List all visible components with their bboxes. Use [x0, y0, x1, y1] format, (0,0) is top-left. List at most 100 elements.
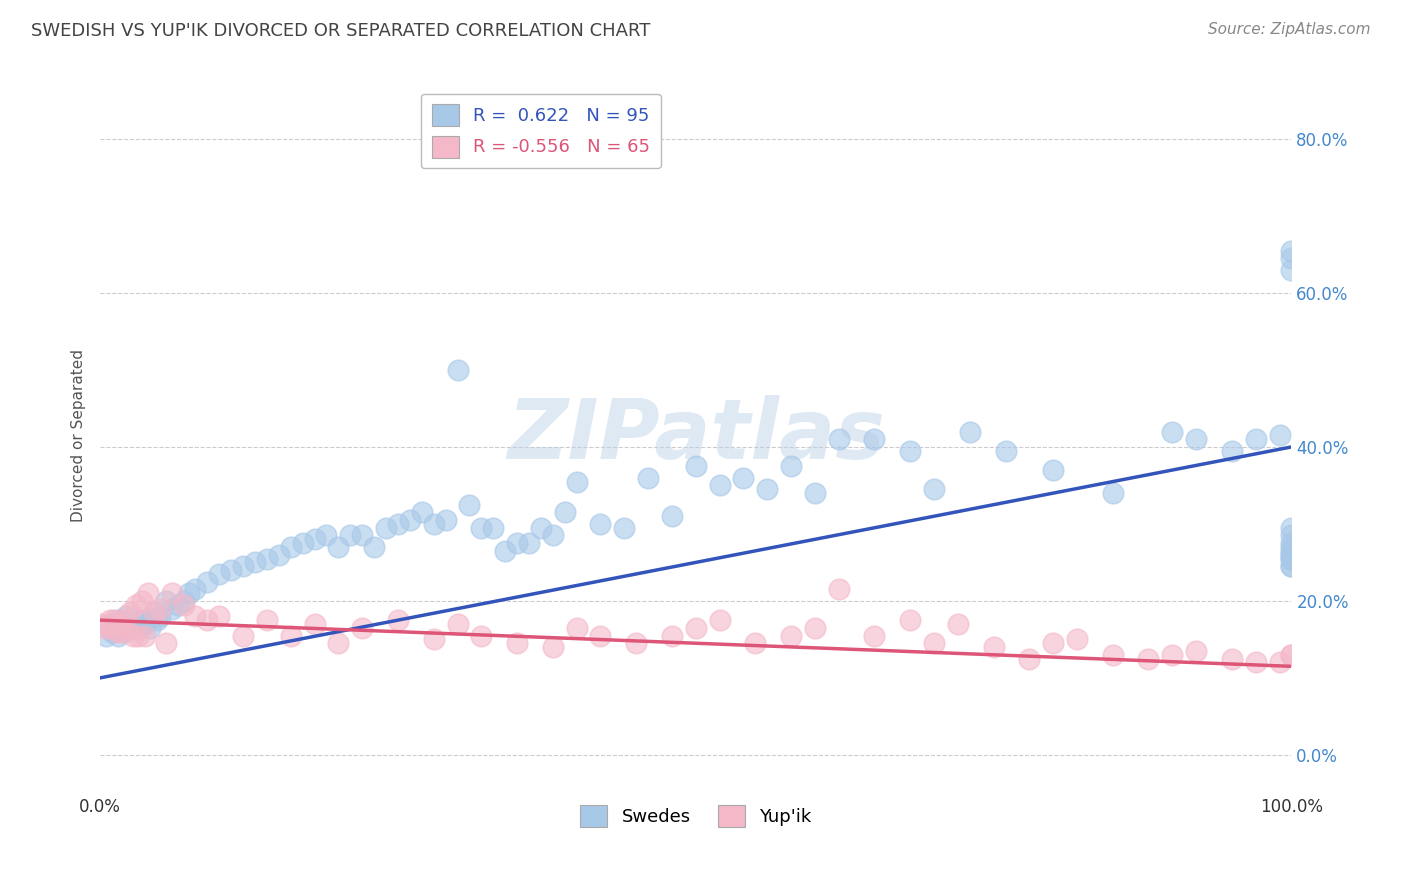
- Point: [422, 632, 444, 647]
- Point: [115, 609, 138, 624]
- Text: SWEDISH VS YUP'IK DIVORCED OR SEPARATED CORRELATION CHART: SWEDISH VS YUP'IK DIVORCED OR SEPARATED …: [31, 22, 651, 40]
- Point: [195, 613, 218, 627]
- Point: [387, 613, 409, 627]
- Point: [422, 516, 444, 531]
- Point: [530, 521, 553, 535]
- Point: [1185, 432, 1208, 446]
- Point: [363, 540, 385, 554]
- Point: [780, 459, 803, 474]
- Point: [506, 636, 529, 650]
- Point: [131, 594, 153, 608]
- Legend: Swedes, Yup'ik: Swedes, Yup'ik: [572, 798, 818, 834]
- Point: [173, 594, 195, 608]
- Point: [1042, 636, 1064, 650]
- Point: [685, 621, 707, 635]
- Point: [131, 613, 153, 627]
- Point: [256, 613, 278, 627]
- Point: [1281, 244, 1303, 258]
- Point: [160, 586, 183, 600]
- Point: [637, 471, 659, 485]
- Point: [506, 536, 529, 550]
- Point: [613, 521, 636, 535]
- Point: [149, 601, 172, 615]
- Point: [983, 640, 1005, 654]
- Point: [160, 601, 183, 615]
- Point: [482, 521, 505, 535]
- Point: [541, 528, 564, 542]
- Point: [828, 582, 851, 597]
- Point: [352, 528, 374, 542]
- Point: [780, 628, 803, 642]
- Point: [1268, 656, 1291, 670]
- Point: [756, 483, 779, 497]
- Point: [256, 551, 278, 566]
- Point: [115, 621, 138, 635]
- Point: [110, 624, 132, 639]
- Point: [661, 509, 683, 524]
- Point: [232, 559, 254, 574]
- Point: [1161, 648, 1184, 662]
- Point: [134, 617, 156, 632]
- Point: [589, 628, 612, 642]
- Point: [1244, 656, 1267, 670]
- Point: [1281, 536, 1303, 550]
- Point: [208, 609, 231, 624]
- Point: [98, 621, 121, 635]
- Point: [142, 606, 165, 620]
- Point: [1281, 540, 1303, 554]
- Point: [1101, 486, 1123, 500]
- Point: [101, 621, 124, 635]
- Point: [136, 586, 159, 600]
- Point: [661, 628, 683, 642]
- Point: [1137, 651, 1160, 665]
- Point: [709, 613, 731, 627]
- Point: [173, 598, 195, 612]
- Point: [744, 636, 766, 650]
- Point: [166, 598, 188, 612]
- Point: [898, 443, 921, 458]
- Point: [184, 609, 207, 624]
- Point: [554, 505, 576, 519]
- Point: [994, 443, 1017, 458]
- Point: [828, 432, 851, 446]
- Point: [93, 621, 115, 635]
- Point: [127, 621, 149, 635]
- Point: [946, 617, 969, 632]
- Point: [112, 624, 135, 639]
- Point: [125, 598, 148, 612]
- Point: [922, 636, 945, 650]
- Point: [146, 613, 169, 627]
- Point: [232, 628, 254, 642]
- Point: [733, 471, 755, 485]
- Point: [155, 594, 177, 608]
- Point: [328, 636, 350, 650]
- Point: [804, 486, 827, 500]
- Point: [1281, 263, 1303, 277]
- Point: [339, 528, 361, 542]
- Point: [1281, 648, 1303, 662]
- Point: [149, 609, 172, 624]
- Point: [219, 563, 242, 577]
- Point: [922, 483, 945, 497]
- Point: [1066, 632, 1088, 647]
- Point: [103, 613, 125, 627]
- Point: [96, 617, 118, 632]
- Point: [1161, 425, 1184, 439]
- Point: [1281, 551, 1303, 566]
- Point: [1281, 559, 1303, 574]
- Point: [1042, 463, 1064, 477]
- Point: [195, 574, 218, 589]
- Point: [375, 521, 398, 535]
- Point: [589, 516, 612, 531]
- Y-axis label: Divorced or Separated: Divorced or Separated: [72, 349, 86, 522]
- Point: [110, 621, 132, 635]
- Point: [1281, 559, 1303, 574]
- Point: [541, 640, 564, 654]
- Point: [118, 606, 141, 620]
- Text: Source: ZipAtlas.com: Source: ZipAtlas.com: [1208, 22, 1371, 37]
- Point: [118, 621, 141, 635]
- Point: [863, 628, 886, 642]
- Point: [328, 540, 350, 554]
- Point: [1101, 648, 1123, 662]
- Point: [411, 505, 433, 519]
